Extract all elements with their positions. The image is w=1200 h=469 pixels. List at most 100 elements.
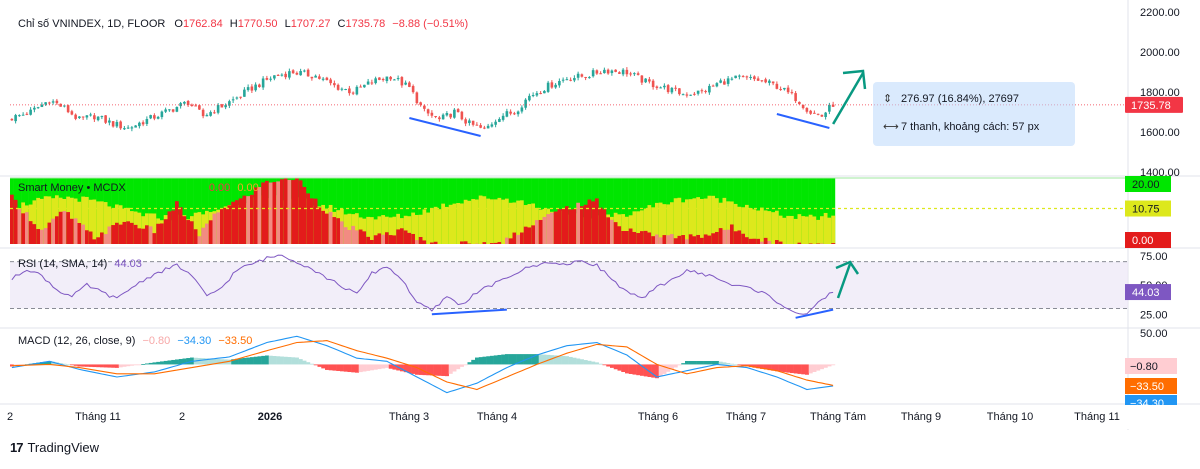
- candle: [397, 78, 400, 79]
- candle: [363, 85, 366, 87]
- candle: [498, 119, 501, 122]
- candle: [719, 80, 722, 82]
- candle: [419, 102, 422, 104]
- mcdx-yellow-bar: [828, 218, 832, 244]
- rsi-value-label: 44.03: [1132, 287, 1160, 299]
- candle: [427, 109, 430, 113]
- macd-histogram-bar: [333, 364, 337, 370]
- mcdx-red-bar: [108, 226, 112, 244]
- macd-histogram-bar: [606, 364, 610, 366]
- macd-histogram-bar: [599, 364, 603, 365]
- mcdx-red-bar: [78, 223, 82, 244]
- candle: [708, 86, 711, 92]
- macd-histogram-bar: [565, 356, 569, 364]
- macd-histogram-bar: [415, 364, 419, 374]
- mcdx-red-bar: [704, 234, 708, 244]
- candle: [149, 115, 152, 118]
- high-value: 1770.50: [238, 18, 278, 30]
- mcdx-yellow-bar: [820, 216, 824, 244]
- macd-hist-value: −0.80: [142, 335, 170, 347]
- mcdx-red-bar: [831, 243, 835, 244]
- mcdx-red-bar: [400, 228, 404, 244]
- candle: [794, 93, 797, 101]
- mcdx-red-bar: [318, 207, 322, 244]
- candle: [671, 88, 674, 92]
- mcdx-red-bar: [29, 221, 33, 244]
- mcdx-red-bar: [381, 235, 385, 244]
- mcdx-red-bar: [715, 232, 719, 244]
- mcdx-red-bar: [524, 227, 528, 244]
- rsi-title: RSI (14, SMA, 14): [18, 258, 107, 270]
- macd-histogram-bar: [280, 357, 284, 365]
- candle: [337, 85, 340, 90]
- macd-histogram-bar: [93, 364, 97, 367]
- mcdx-red-bar: [423, 240, 427, 244]
- macd-histogram-bar: [460, 364, 464, 366]
- mcdx-red-bar: [134, 225, 138, 244]
- mcdx-red-bar: [213, 214, 217, 244]
- macd-histogram-bar: [108, 364, 112, 367]
- candle: [513, 113, 516, 114]
- macd-histogram-bar: [246, 358, 250, 365]
- mcdx-red-bar: [179, 207, 183, 244]
- macd-histogram-bar: [438, 364, 442, 375]
- mcdx-red-bar: [595, 198, 599, 244]
- macd-histogram-bar: [809, 364, 813, 373]
- tradingview-brand[interactable]: 17 TradingView: [10, 437, 99, 457]
- mcdx-yellow-bar: [468, 201, 472, 244]
- macd-histogram-bar: [318, 364, 322, 366]
- candle: [644, 79, 647, 83]
- candle: [431, 113, 434, 116]
- candle: [311, 77, 314, 78]
- macd-signal-value: −33.50: [218, 335, 252, 347]
- candle: [674, 88, 677, 89]
- mcdx-red-bar: [254, 187, 258, 244]
- time-tick-label: Tháng 11: [75, 411, 121, 423]
- mcdx-red-bar: [156, 224, 160, 244]
- candle: [93, 115, 96, 119]
- candle: [596, 70, 599, 73]
- macd-histogram-bar: [786, 364, 790, 372]
- candle: [416, 92, 419, 103]
- mcdx-red-bar: [505, 238, 509, 244]
- candle: [341, 89, 344, 90]
- mcdx-yellow-bar: [415, 215, 419, 244]
- candle: [554, 85, 557, 88]
- mcdx-yellow-bar: [805, 217, 809, 244]
- mcdx-red-bar: [216, 212, 220, 244]
- mcdx-yellow-bar: [798, 214, 802, 244]
- candle: [389, 77, 392, 79]
- mcdx-yellow-bar: [475, 200, 479, 244]
- macd-legend: MACD (12, 26, close, 9) −0.80 −34.30 −33…: [18, 335, 252, 347]
- macd-histogram-bar: [378, 364, 382, 369]
- mcdx-red-bar: [355, 230, 359, 244]
- rsi-legend-value: 44.03: [114, 258, 142, 270]
- mcdx-red-bar: [329, 212, 333, 244]
- candle: [142, 122, 145, 124]
- measure-tooltip: ⇕ 276.97 (16.84%), 27697 ⟷ 7 thanh, khoả…: [873, 82, 1075, 146]
- mcdx-red-bar: [310, 198, 314, 244]
- candle: [618, 72, 621, 74]
- candle: [738, 76, 741, 77]
- candle: [11, 119, 14, 120]
- mcdx-red-bar: [220, 208, 224, 244]
- mcdx-red-bar: [14, 200, 18, 244]
- mcdx-yellow-bar: [483, 196, 487, 244]
- mcdx-red-bar: [693, 236, 697, 244]
- mcdx-red-bar: [25, 212, 29, 244]
- candle: [716, 83, 719, 86]
- macd-histogram-bar: [584, 360, 588, 364]
- macd-histogram-bar: [70, 364, 74, 365]
- candle: [487, 126, 490, 129]
- mcdx-red-bar: [228, 205, 232, 244]
- macd-histogram-bar: [798, 364, 802, 373]
- mcdx-red-bar: [516, 235, 520, 244]
- mcdx-red-bar: [719, 228, 723, 244]
- macd-histogram-bar: [573, 358, 577, 365]
- macd-title: MACD (12, 26, close, 9): [18, 335, 135, 347]
- macd-histogram-bar: [805, 364, 809, 374]
- mcdx-red-bar: [768, 241, 772, 244]
- candle: [123, 128, 126, 129]
- mcdx-red-bar: [738, 230, 742, 244]
